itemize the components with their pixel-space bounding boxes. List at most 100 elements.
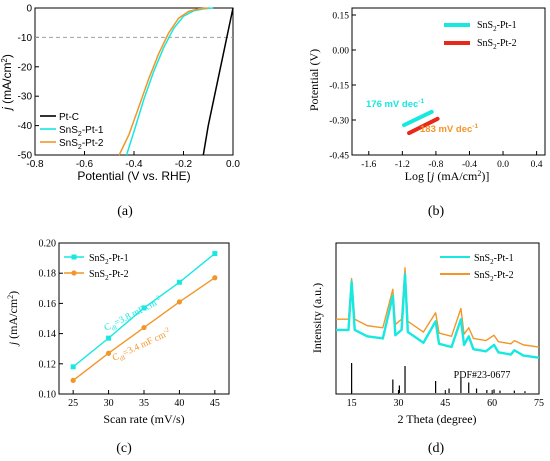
- panel-d-legend-label-0-suffix: -Pt-1: [494, 253, 514, 264]
- panel-b-series: [402, 109, 440, 136]
- panel-d-legend-label-1-suffix: -Pt-2: [494, 270, 514, 281]
- panel-b-legend-label-1-text: SnS: [477, 38, 493, 49]
- panel-c-ytick-label: 0.10: [39, 390, 57, 401]
- panel-c-series: [70, 251, 218, 384]
- panel-b-annotation-text: 176 mV dec: [366, 99, 418, 110]
- panel-b-ylabel: Potential (V): [307, 49, 321, 111]
- panel-b-legend-label-0-suffix: -Pt-1: [497, 20, 517, 31]
- panel-d-xtick-label: 30: [393, 398, 403, 409]
- panel-c-point-1: [176, 299, 183, 305]
- panel-b-xtick-label: -0.4: [462, 160, 477, 170]
- panel-a-xtick-label: -0.6: [76, 159, 94, 170]
- panel-a-legend-label-0: Pt-C: [59, 112, 79, 123]
- panel-a-legend-label-1: SnS2-Pt-1: [59, 125, 104, 138]
- panel-c-point-1: [141, 324, 147, 331]
- panel-c-legend-label-0-suffix: -Pt-1: [109, 253, 129, 264]
- panel-c-annotation-dl: dl: [119, 354, 127, 363]
- panel-b-legend-label-0: SnS2-Pt-1: [477, 20, 517, 33]
- panel-a-legend-label-2-text: SnS: [59, 138, 78, 149]
- panel-d-reference-label: PDF#23-0677: [454, 370, 511, 381]
- panel-d-legend-label-0: SnS2-Pt-1: [474, 253, 514, 266]
- panel-b-legend-label-1: SnS2-Pt-2: [477, 38, 517, 51]
- panel-a-xtick-label: -0.4: [125, 159, 143, 170]
- panel-b-xlabel: Log [j (mA/cm2)]: [405, 169, 490, 183]
- panel-c-legend-label-0: SnS2-Pt-1: [89, 253, 129, 266]
- panel-b-annotation-1: 183 mV dec-1: [420, 123, 478, 135]
- panel-c-legend-label-0-text: SnS: [89, 253, 105, 264]
- panel-a-ytick-label: -30: [18, 92, 33, 103]
- panel-c-point-1: [70, 377, 76, 384]
- panel-c-point-0: [106, 335, 112, 341]
- panel-c-point-0: [212, 251, 218, 257]
- panel-a-legend-label-0-text: Pt-C: [59, 112, 79, 123]
- panel-d-xtick-label: 75: [534, 398, 544, 409]
- panel-c-legend-label-1: SnS2-Pt-2: [89, 269, 129, 282]
- panel-b: -1.6 -1.2 -0.8 -0.4 0.0 0.4 0.15 0.00 -0.15 -0.30…: [307, 7, 546, 219]
- panel-c-legend-label-0-sub: 2: [105, 258, 109, 266]
- panel-a-legend-label-2: SnS2-Pt-2: [59, 138, 104, 151]
- panel-b-ticks: -1.6 -1.2 -0.8 -0.4 0.0 0.4 0.15 0.00 -0.15 -0.30…: [329, 12, 543, 171]
- panel-c-xtick-label: 30: [104, 398, 114, 409]
- panel-b-xtick-label: -1.6: [361, 160, 376, 170]
- panel-c-annotation-0: Cdl=3.8 mF cm-2: [102, 294, 165, 335]
- panel-b-annotation-sup: -1: [418, 98, 424, 105]
- panel-c-annotation-sup: -2: [162, 326, 170, 335]
- panel-a-xtick-label: -0.2: [175, 159, 193, 170]
- panel-c-xtick-label: 25: [68, 398, 78, 409]
- panel-b-caption: (b): [428, 204, 445, 219]
- panel-c-annotation-dl: dl: [111, 324, 119, 333]
- panel-d-series-line-1: [336, 267, 540, 348]
- panel-d-caption: (d): [428, 441, 445, 456]
- panel-c-ytick-label: 0.20: [39, 239, 57, 250]
- panel-c-ytick-label: 0.18: [39, 269, 57, 280]
- panel-c-annotation-c: C: [111, 352, 121, 364]
- panel-b-legend: SnS2-Pt-1 SnS2-Pt-2: [444, 20, 517, 51]
- panel-b-series-line-1: [407, 116, 440, 136]
- panel-a-legend-label-2-suffix: -Pt-2: [82, 138, 104, 149]
- panel-c-point-0: [141, 305, 147, 311]
- panel-c-caption: (c): [116, 441, 132, 456]
- panel-a-ticks: -0.8 -0.6 -0.4 -0.2 0.0 0 -10 -20 -30 -40 -50: [18, 4, 241, 171]
- panel-c-ytick-label: 0.12: [39, 359, 57, 370]
- panel-c-legend-marker-1: [71, 270, 77, 276]
- panel-a-ytick-label: -50: [18, 151, 33, 162]
- panel-d-legend-label-0-sub: 2: [490, 258, 494, 266]
- panel-a-caption: (a): [117, 204, 133, 219]
- panel-b-series-line-0: [402, 109, 434, 128]
- panel-c-point-0: [70, 364, 76, 370]
- panel-b-ytick-label: 0.00: [332, 47, 349, 57]
- panel-c-point-0: [176, 279, 182, 285]
- panel-a-series: [118, 7, 234, 156]
- panel-a-legend-label-2-sub: 2: [78, 144, 82, 151]
- panel-b-xtick-label: 0.0: [497, 160, 509, 170]
- panel-a-ytick-label: -20: [18, 62, 33, 73]
- panel-b-legend-label-1-suffix: -Pt-2: [497, 38, 517, 49]
- panel-c-annotation-val: =3.4 mF cm: [121, 330, 168, 359]
- panel-a-ylabel: j (mA/cm2): [0, 54, 14, 112]
- panel-d: 15 30 45 60 75 PDF#23-0677 2 Theta (degree) …: [310, 242, 544, 456]
- panel-b-annotation-0: 176 mV dec-1: [366, 98, 424, 110]
- panel-b-annotation-text: 183 mV dec: [420, 124, 472, 135]
- panel-a-series-line-0: [202, 7, 234, 156]
- panel-c-annotation-c: C: [103, 322, 113, 334]
- panel-a: -0.8 -0.6 -0.4 -0.2 0.0 0 -10 -20 -30 -40 -50 Pote…: [0, 4, 240, 220]
- panel-a-series-line-1: [125, 7, 214, 156]
- panel-c-legend-label-1-suffix: -Pt-2: [109, 269, 129, 280]
- panel-b-ytick-label: -0.30: [329, 117, 349, 127]
- panel-d-series-line-0: [336, 273, 540, 359]
- panel-c-ylabel: j (mA/cm2): [6, 291, 20, 347]
- panel-b-ytick-label: -0.45: [329, 152, 349, 162]
- panel-d-xtick-label: 60: [487, 398, 497, 409]
- panel-a-ytick-label: -10: [18, 33, 33, 44]
- panel-d-reference-peaks: [351, 363, 526, 393]
- panel-c-xtick-label: 40: [174, 398, 184, 409]
- panel-c-legend-marker-0: [71, 254, 77, 260]
- panel-c-ticks: 25 30 35 40 45 0.10 0.12 0.14 0.16 0.18 0.20: [39, 239, 220, 410]
- panel-c-point-1: [212, 275, 218, 281]
- panel-b-ytick-label: -0.15: [329, 82, 349, 92]
- panel-a-xtick-label: -0.8: [26, 159, 44, 170]
